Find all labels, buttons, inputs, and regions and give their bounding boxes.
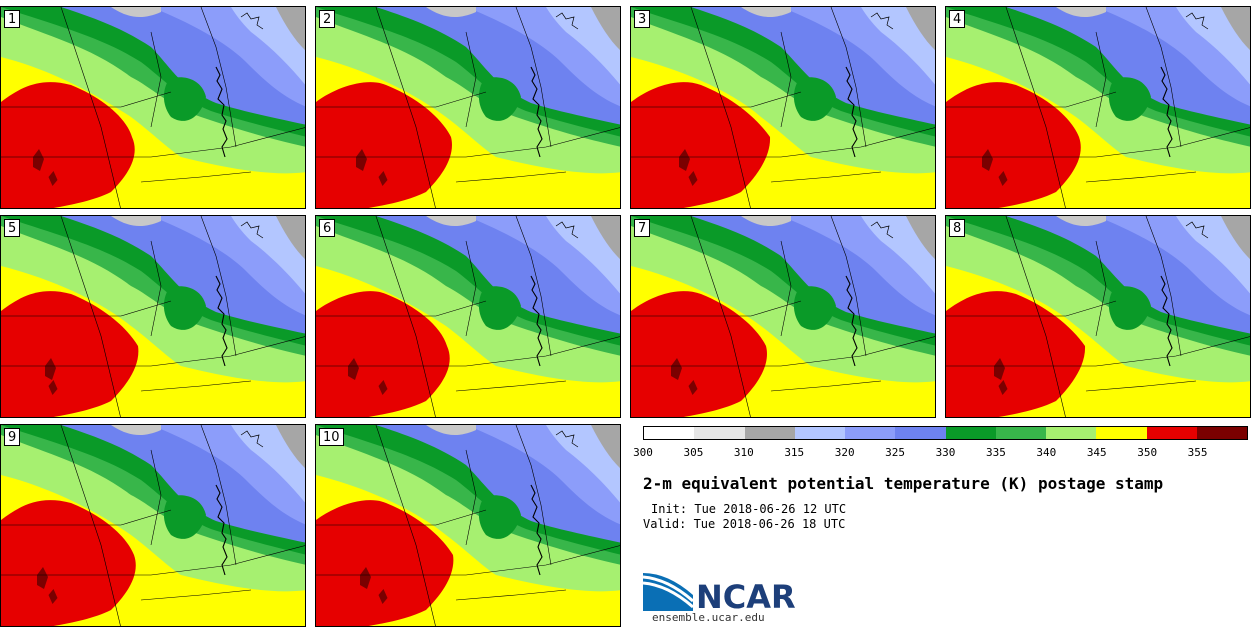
colorbar-segment: [1096, 427, 1147, 439]
map-panel: 4: [945, 6, 1251, 209]
panel-label: 2: [319, 10, 336, 28]
colorbar-tick-label: 325: [885, 446, 906, 459]
colorbar-segment: [995, 427, 1046, 439]
map-panel: 1: [0, 6, 306, 209]
panel-label: 9: [4, 428, 21, 446]
colorbar-segment: [1196, 427, 1247, 439]
map-panel: 5: [0, 215, 306, 418]
map-panel: 7: [630, 215, 936, 418]
colorbar-tick-label: 310: [733, 446, 754, 459]
colorbar-segment: [644, 427, 695, 439]
colorbar: [643, 426, 1248, 440]
logo-url: ensemble.ucar.edu: [652, 611, 765, 624]
colorbar-tick-label: 320: [834, 446, 855, 459]
panel-label: 6: [319, 219, 336, 237]
colorbar-segment: [945, 427, 996, 439]
colorbar-tick-label: 335: [985, 446, 1006, 459]
ncar-logo-icon: [643, 571, 693, 611]
colorbar-segment: [895, 427, 946, 439]
panel-label: 5: [4, 219, 21, 237]
panel-label: 1: [4, 10, 21, 28]
colorbar-segment: [794, 427, 845, 439]
panel-label: 8: [949, 219, 966, 237]
figure-title: 2-m equivalent potential temperature (K)…: [643, 474, 1164, 493]
init-time: Init: Tue 2018-06-26 12 UTC: [651, 502, 847, 516]
map-panel: 8: [945, 215, 1251, 418]
map-panel: 9: [0, 424, 306, 627]
colorbar-tick-label: 355: [1187, 446, 1208, 459]
panel-label: 7: [634, 219, 651, 237]
map-panel: 2: [315, 6, 621, 209]
map-panel: 6: [315, 215, 621, 418]
colorbar-tick-label: 350: [1137, 446, 1158, 459]
colorbar-segment: [1146, 427, 1197, 439]
colorbar-tick-label: 345: [1086, 446, 1107, 459]
map-panel: 3: [630, 6, 936, 209]
panel-label: 3: [634, 10, 651, 28]
valid-time: Valid: Tue 2018-06-26 18 UTC: [643, 517, 846, 531]
colorbar-segment: [694, 427, 745, 439]
map-panel: 10: [315, 424, 621, 627]
colorbar-tick-label: 340: [1036, 446, 1057, 459]
colorbar-tick-label: 300: [633, 446, 653, 459]
colorbar-tick-label: 305: [683, 446, 704, 459]
colorbar-tick-label: 315: [784, 446, 805, 459]
colorbar-segment: [845, 427, 896, 439]
panel-label: 10: [319, 428, 344, 446]
colorbar-tick-label: 330: [935, 446, 956, 459]
colorbar-segment: [744, 427, 795, 439]
colorbar-segment: [1046, 427, 1097, 439]
logo-text: NCAR: [696, 578, 796, 616]
panel-label: 4: [949, 10, 966, 28]
